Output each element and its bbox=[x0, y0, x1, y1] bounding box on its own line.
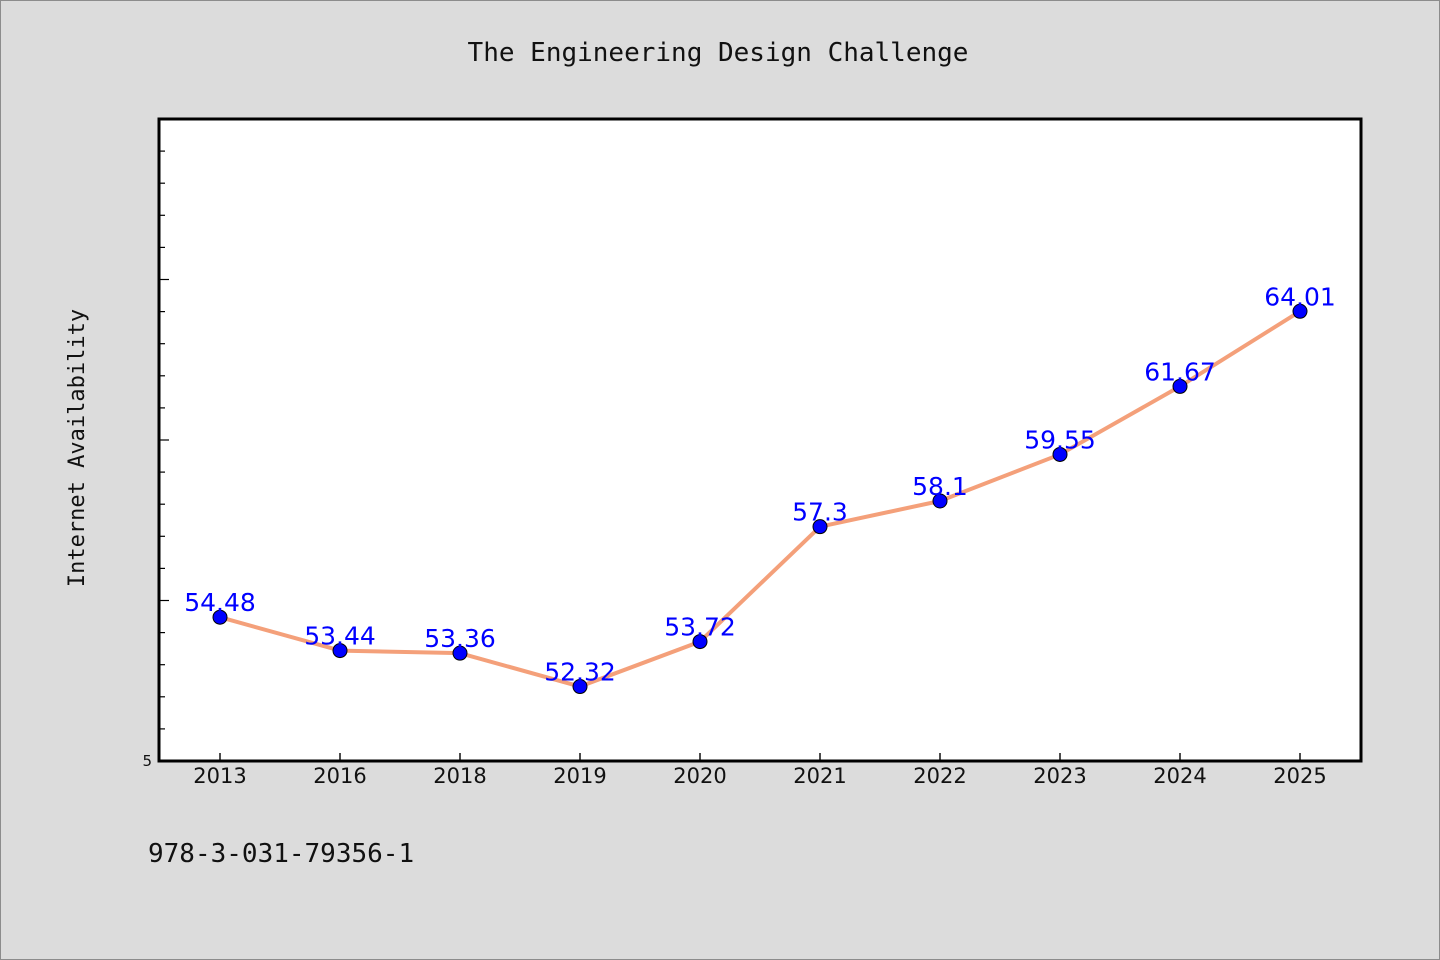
data-label: 64.01 bbox=[1264, 282, 1336, 311]
x-axis-ticks: 2013 2016 2018 2019 2020 2021 2022 2023 2024 2025 bbox=[193, 753, 1327, 788]
data-label: 53.36 bbox=[424, 624, 496, 653]
data-label: 57.3 bbox=[792, 498, 848, 527]
data-label: 52.32 bbox=[544, 658, 616, 687]
data-label: 58.1 bbox=[912, 472, 968, 501]
series-line bbox=[218, 309, 1302, 689]
x-tick-label: 2024 bbox=[1153, 764, 1206, 788]
x-tick-label: 2013 bbox=[193, 764, 246, 788]
x-tick-label: 2019 bbox=[553, 764, 606, 788]
x-tick-label: 2020 bbox=[673, 764, 726, 788]
data-label: 59.55 bbox=[1024, 425, 1096, 454]
x-tick-label: 2018 bbox=[433, 764, 486, 788]
plot-area bbox=[157, 117, 1363, 763]
data-point bbox=[692, 634, 708, 650]
data-label: 53.72 bbox=[664, 613, 736, 642]
data-point bbox=[932, 493, 948, 509]
data-point bbox=[332, 643, 348, 659]
data-point bbox=[812, 519, 828, 535]
y-tick-label: 5 bbox=[142, 752, 152, 770]
data-point bbox=[572, 679, 588, 695]
data-label: 53.44 bbox=[304, 622, 376, 651]
data-point bbox=[1292, 303, 1308, 319]
x-tick-label: 2021 bbox=[793, 764, 846, 788]
data-point bbox=[212, 609, 228, 625]
data-point bbox=[1172, 378, 1188, 394]
data-label: 61.67 bbox=[1144, 357, 1216, 386]
series-group: 54.48 53.44 53.36 52.32 53.72 57.3 58.1 59.55 61… bbox=[184, 282, 1336, 695]
x-tick-label: 2016 bbox=[313, 764, 366, 788]
x-tick-label: 2023 bbox=[1033, 764, 1086, 788]
y-axis-ticks bbox=[159, 150, 169, 762]
chart-title: The Engineering Design Challenge bbox=[468, 38, 969, 68]
data-point bbox=[452, 645, 468, 661]
x-tick-label: 2025 bbox=[1273, 764, 1326, 788]
data-label: 54.48 bbox=[184, 588, 256, 617]
x-tick-label: 2022 bbox=[913, 764, 966, 788]
footer-isbn: 978-3-031-79356-1 bbox=[148, 839, 414, 869]
data-point bbox=[1052, 446, 1068, 462]
y-axis-label: Internet Availability bbox=[65, 309, 90, 587]
